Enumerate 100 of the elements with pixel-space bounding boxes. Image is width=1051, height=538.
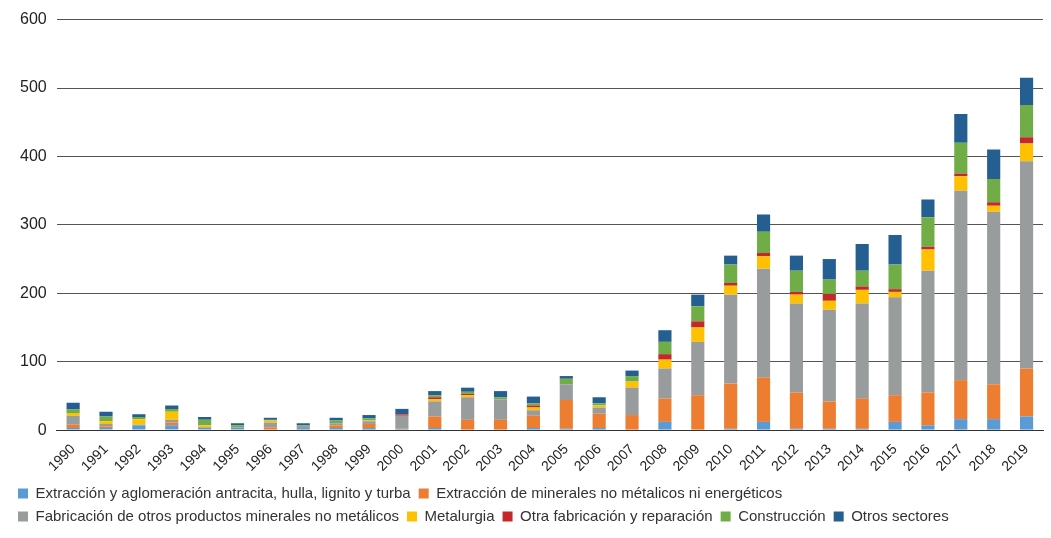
bar [493, 397, 508, 400]
bar [822, 259, 836, 280]
bar [921, 270, 935, 393]
bar [559, 376, 573, 379]
bar [66, 415, 80, 425]
bar [756, 231, 771, 253]
bar [921, 199, 935, 218]
bar [921, 249, 935, 271]
bar [1019, 77, 1034, 106]
bar [559, 378, 573, 385]
bar [428, 401, 442, 417]
bar [724, 264, 738, 283]
bar [691, 294, 705, 307]
bar [822, 401, 836, 429]
bar [756, 214, 771, 232]
bar [724, 383, 738, 429]
legend-label: Extracción de minerales no métalicos ni energéticos [436, 483, 783, 501]
bar [428, 391, 442, 396]
bar [132, 425, 146, 430]
bar [165, 411, 179, 420]
bar [855, 289, 869, 304]
bar [493, 399, 508, 420]
bar [625, 381, 639, 388]
bar [691, 395, 705, 430]
bar [592, 397, 606, 404]
bar [592, 407, 606, 414]
bar [855, 244, 869, 271]
bar [756, 268, 771, 378]
bar [888, 291, 902, 298]
bar [822, 300, 836, 310]
bar [658, 421, 672, 430]
bar [888, 395, 902, 422]
bar [855, 286, 869, 290]
bar [263, 427, 277, 430]
bar [592, 413, 606, 429]
bar [756, 377, 771, 422]
y-tick-label: 0 [37, 420, 47, 438]
bar [526, 410, 540, 416]
bar [461, 387, 475, 392]
bar [724, 255, 738, 265]
bar [987, 384, 1001, 420]
bar [888, 235, 902, 265]
y-tick-label: 400 [19, 146, 47, 164]
y-tick-label: 600 [19, 10, 47, 28]
bar [724, 283, 738, 286]
bar [461, 419, 475, 430]
bar [428, 416, 442, 429]
bar [1019, 143, 1034, 162]
bar [954, 419, 968, 430]
bar [658, 398, 672, 422]
bar [987, 202, 1001, 206]
legend-label: Metalurgia [424, 506, 496, 524]
bar [691, 341, 705, 396]
bar [822, 293, 836, 301]
bar [724, 294, 738, 384]
bar [954, 114, 968, 143]
bar [789, 392, 803, 429]
bar [954, 142, 968, 174]
legend-label: Extracción y aglomeración antracita, hulla, lignito y turba [35, 483, 412, 501]
bar [888, 289, 902, 292]
bar [1019, 161, 1034, 369]
legend-label: Otros sectores [851, 506, 949, 524]
y-tick-label: 200 [19, 283, 47, 301]
bar [395, 415, 409, 429]
bar [165, 425, 179, 430]
bar [198, 419, 212, 426]
bar [493, 419, 508, 430]
bar [625, 415, 639, 430]
bar [987, 419, 1001, 430]
bar [789, 294, 803, 304]
bar [954, 380, 968, 420]
bar [625, 370, 639, 377]
bar [395, 408, 409, 415]
bar [724, 285, 738, 295]
bar [658, 341, 672, 355]
bar [1019, 416, 1034, 430]
bar [987, 211, 1001, 385]
bar [954, 176, 968, 191]
bar [362, 423, 376, 429]
bar [625, 387, 639, 416]
bar [822, 279, 836, 294]
bar [921, 392, 935, 426]
bar [1019, 137, 1034, 144]
legend-label: Fabricación de otros productos minerales no metálicos [35, 506, 400, 524]
bar [625, 376, 639, 382]
bar [987, 179, 1001, 203]
bar [99, 416, 113, 422]
bar [198, 417, 212, 420]
bar [855, 303, 869, 399]
bar [855, 398, 869, 429]
bar [526, 415, 540, 429]
bar [658, 330, 672, 342]
bar [789, 303, 803, 393]
legend-label: Otra fabricación y reparación [520, 506, 713, 524]
y-tick-label: 500 [19, 78, 47, 96]
bar [855, 270, 869, 287]
y-tick-label: 300 [19, 215, 47, 233]
bar [691, 321, 705, 328]
bar [691, 327, 705, 342]
bar [658, 368, 672, 399]
